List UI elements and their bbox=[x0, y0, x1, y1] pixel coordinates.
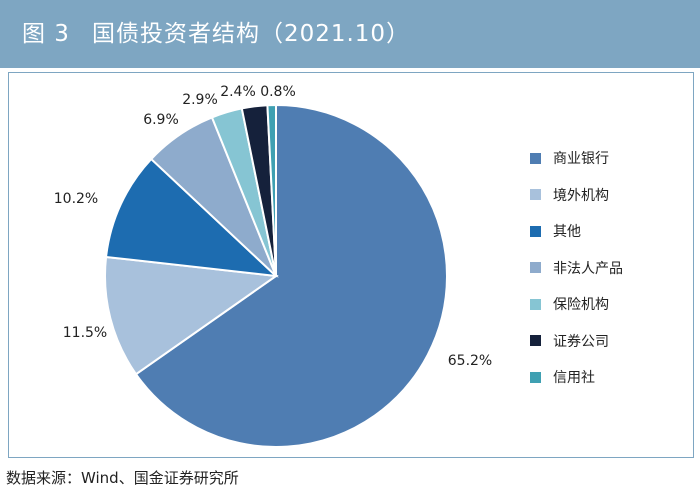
pie-slice-2 bbox=[104, 255, 279, 376]
slice-data-label-5: 2.9% bbox=[182, 92, 218, 108]
legend-label-4: 非法人产品 bbox=[553, 260, 623, 277]
legend-swatch-1 bbox=[530, 152, 541, 164]
legend-item-4: 非法人产品 bbox=[530, 250, 680, 287]
legend-item-2: 境外机构 bbox=[530, 177, 680, 214]
figure-title-bar: 图 3 国债投资者结构（2021.10） bbox=[0, 0, 700, 68]
legend-item-5: 保险机构 bbox=[530, 286, 680, 323]
legend-label-6: 证券公司 bbox=[553, 333, 609, 350]
slice-data-label-2: 11.5% bbox=[63, 325, 107, 341]
data-source-note: 数据来源：Wind、国金证券研究所 bbox=[6, 469, 239, 487]
legend-label-5: 保险机构 bbox=[553, 297, 609, 314]
legend-label-3: 其他 bbox=[553, 224, 581, 241]
legend-swatch-5 bbox=[530, 298, 541, 310]
legend-swatch-6 bbox=[530, 335, 541, 347]
legend-swatch-7 bbox=[530, 371, 541, 383]
slice-data-label-6: 2.4% bbox=[220, 84, 256, 100]
legend-item-6: 证券公司 bbox=[530, 323, 680, 360]
legend-label-7: 信用社 bbox=[553, 370, 595, 387]
slice-data-label-3: 10.2% bbox=[54, 191, 98, 207]
figure-number: 图 3 bbox=[22, 21, 70, 47]
legend-swatch-3 bbox=[530, 225, 541, 237]
figure-title: 国债投资者结构（2021.10） bbox=[91, 21, 411, 47]
pie-slice-1 bbox=[134, 103, 448, 448]
legend-label-2: 境外机构 bbox=[553, 187, 609, 204]
legend-item-7: 信用社 bbox=[530, 359, 680, 396]
legend-label-1: 商业银行 bbox=[553, 151, 609, 168]
slice-data-label-1: 65.2% bbox=[448, 353, 492, 369]
slice-data-label-4: 6.9% bbox=[143, 112, 179, 128]
legend-item-1: 商业银行 bbox=[530, 140, 680, 177]
chart-legend: 商业银行境外机构其他非法人产品保险机构证券公司信用社 bbox=[530, 140, 680, 396]
legend-swatch-4 bbox=[530, 262, 541, 274]
pie-slice-7 bbox=[266, 103, 277, 277]
legend-item-3: 其他 bbox=[530, 213, 680, 250]
pie-slice-3 bbox=[104, 157, 279, 278]
legend-swatch-2 bbox=[530, 189, 541, 201]
slice-data-label-7: 0.8% bbox=[260, 84, 296, 100]
